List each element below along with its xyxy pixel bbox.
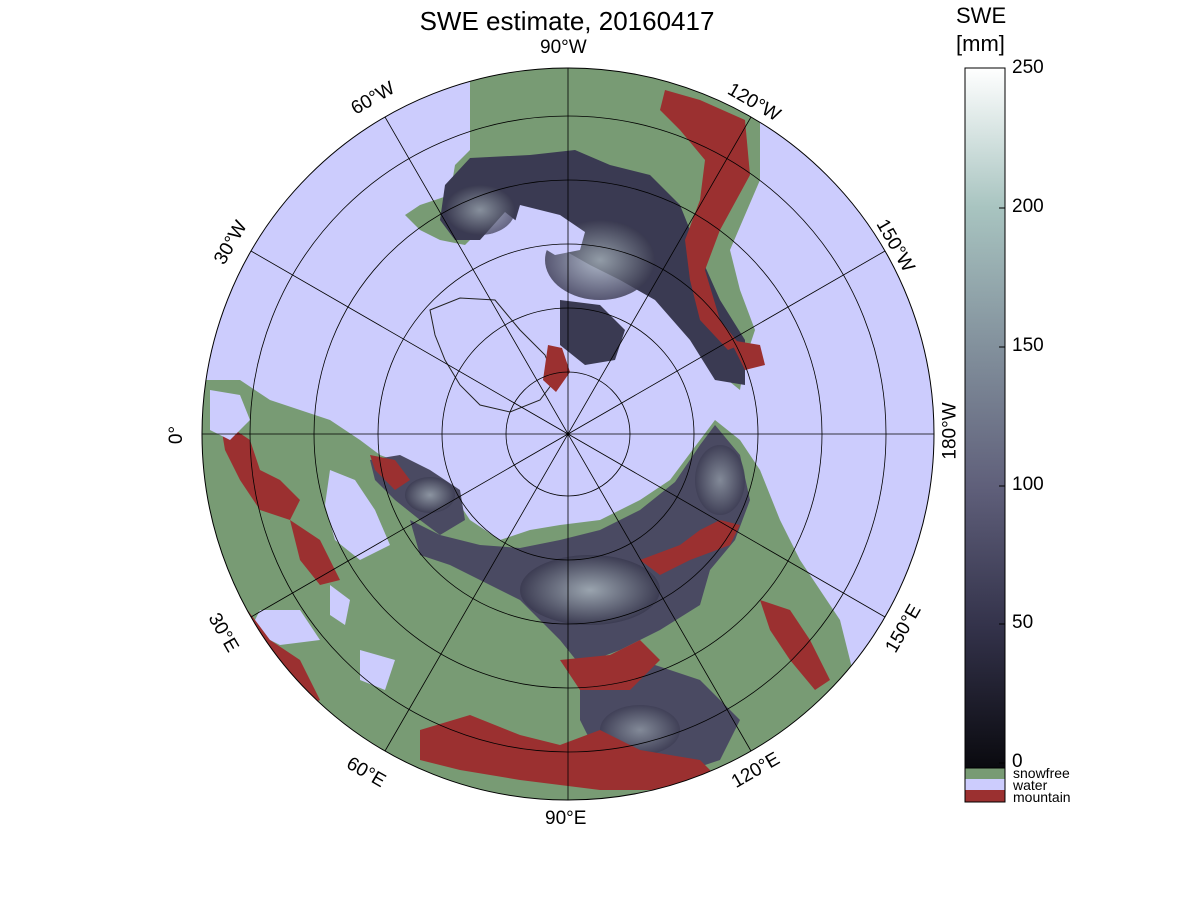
category-swatch-snowfree <box>965 768 1005 779</box>
colorbar-title-line2: [mm] <box>956 31 1005 56</box>
colorbar-title: SWE [mm] <box>956 2 1006 58</box>
colorbar <box>964 67 1006 803</box>
lon-label-0: 0° <box>166 425 188 445</box>
category-label-mountain: mountain <box>1013 789 1071 805</box>
category-label-snowfree: snowfree <box>1013 765 1070 781</box>
colorbar-tick-0: 0 <box>1012 751 1023 772</box>
map-land-layer <box>202 68 860 800</box>
greenland <box>429 297 556 413</box>
colorbar-tick-150: 150 <box>1012 335 1044 356</box>
map-graticule <box>202 68 934 800</box>
colorbar-gradient <box>964 67 1006 769</box>
north-america-snow <box>440 150 745 385</box>
category-swatch-water <box>965 779 1005 790</box>
lon-label-90e: 90°E <box>545 808 587 829</box>
lon-label-180w: 180°W <box>939 402 961 460</box>
colorbar-tick-100: 100 <box>1012 474 1044 495</box>
map-title: SWE estimate, 20160417 <box>419 6 715 36</box>
colorbar-tick-200: 200 <box>1012 196 1044 217</box>
asian-mountains <box>420 715 720 790</box>
lon-label-90w: 90°W <box>540 37 587 58</box>
colorbar-tick-50: 50 <box>1012 612 1034 633</box>
eurasia-snow <box>410 425 750 665</box>
colorbar-tick-250: 250 <box>1012 57 1044 78</box>
category-swatch-mountain <box>965 790 1005 802</box>
hudson-bay <box>515 205 585 255</box>
category-label-water: water <box>1013 777 1048 793</box>
map-frame <box>201 67 935 801</box>
colorbar-title-line1: SWE <box>956 3 1007 28</box>
